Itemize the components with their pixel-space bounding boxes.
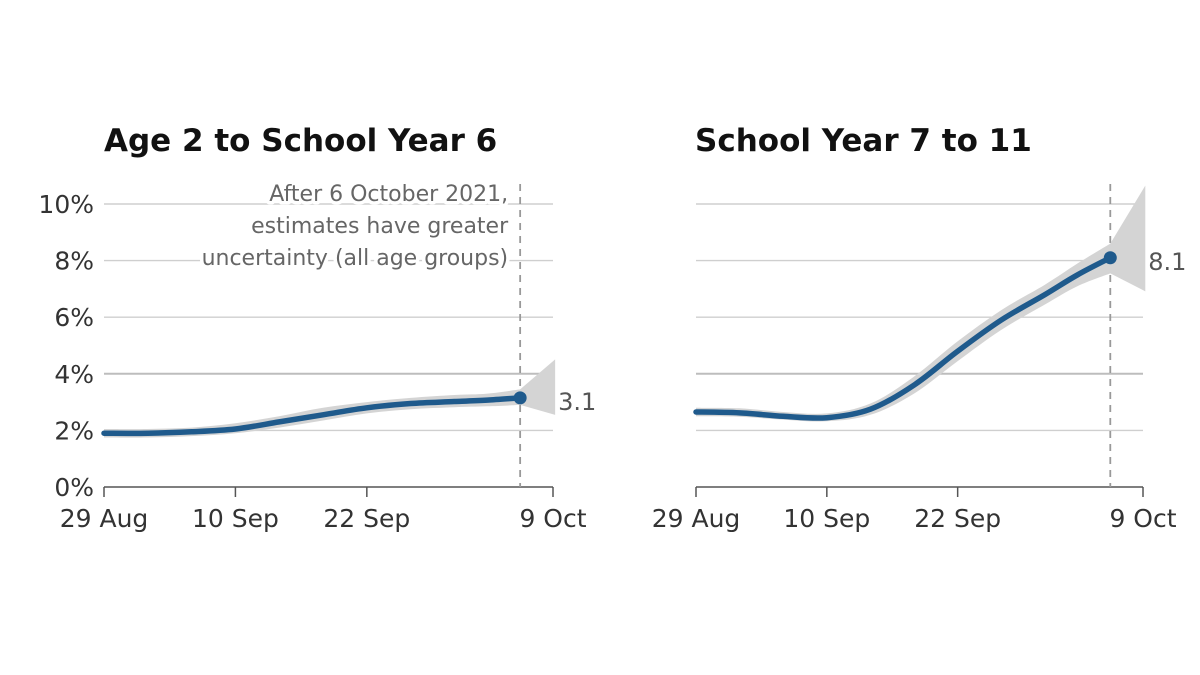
x-tick-label: 9 Oct	[519, 504, 586, 533]
y-tick-label: 10%	[38, 190, 94, 219]
annotation-text: estimates have greater	[251, 214, 509, 239]
x-tick-label: 22 Sep	[323, 504, 410, 533]
annotation-halo: uncertainty (all age groups)	[202, 246, 509, 271]
x-tick-label: 29 Aug	[60, 504, 149, 533]
end-value-label: 3.1	[558, 388, 596, 416]
y-tick-label: 6%	[54, 303, 94, 332]
series-line	[693, 255, 1114, 421]
panel-age-2-to-year-6: Age 2 to School Year 6 29 Aug 10 Sep 22 Se…	[38, 123, 596, 533]
annotation-halo: estimates have greater	[251, 214, 509, 239]
x-tick-label: 10 Sep	[783, 504, 870, 533]
annotation-text: uncertainty (all age groups)	[202, 246, 509, 271]
series-line	[101, 395, 523, 437]
x-tick-label: 22 Sep	[914, 504, 1001, 533]
y-tick-label: 0%	[54, 473, 94, 502]
chart-title: Age 2 to School Year 6	[104, 123, 497, 159]
annotation-text: After 6 October 2021,	[269, 182, 508, 207]
x-tick-label: 9 Oct	[1109, 504, 1176, 533]
chart-title: School Year 7 to 11	[695, 123, 1032, 159]
end-value-label: 8.1	[1148, 248, 1186, 276]
annotation-halo: After 6 October 2021,	[269, 182, 508, 207]
y-tick-label: 8%	[54, 247, 94, 276]
x-tick-label: 29 Aug	[652, 504, 741, 533]
end-point-marker	[1103, 251, 1117, 265]
y-tick-label: 2%	[54, 416, 94, 445]
x-tick-label: 10 Sep	[192, 504, 279, 533]
confidence-band	[696, 185, 1146, 422]
panel-year-7-to-11: School Year 7 to 11 29 Aug 10 Sep 22 Sep 9 …	[652, 123, 1187, 533]
end-point-marker	[513, 391, 527, 405]
y-tick-label: 4%	[54, 360, 94, 389]
